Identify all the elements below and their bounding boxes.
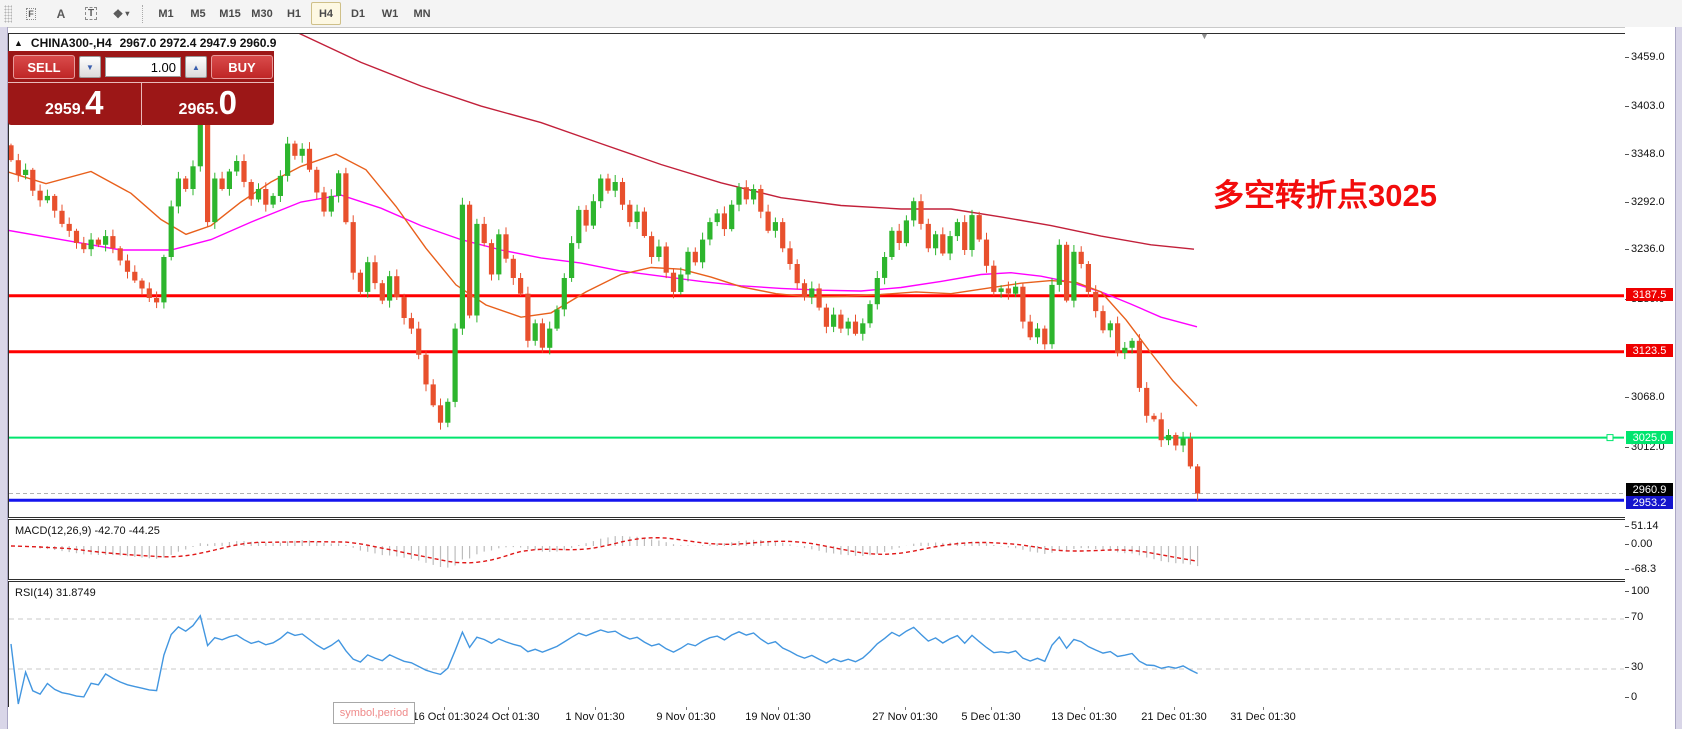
timeframe-w1-button[interactable]: W1: [381, 7, 399, 20]
toolbar-separator: [142, 4, 144, 23]
ohlc-readout: 2967.0 2972.4 2947.9 2960.9: [119, 36, 277, 50]
timeframe-m1-button[interactable]: M1: [158, 7, 174, 20]
time-tick-mark: [991, 707, 992, 710]
rsi-pane[interactable]: RSI(14) 31.8749: [8, 581, 1627, 709]
price-tick-3459.0: 3459.0: [1625, 51, 1665, 63]
toolbar-grip[interactable]: [4, 4, 12, 23]
left-window-edge: [0, 27, 8, 729]
time-tick-27-Nov-01-30: 27 Nov 01:30: [872, 711, 938, 723]
timeframe-h1-button[interactable]: H1: [286, 7, 302, 20]
macd-chart: [10, 536, 1199, 568]
sell-button[interactable]: SELL: [13, 55, 75, 79]
volume-increase-button[interactable]: ▲: [185, 56, 207, 78]
timeframe-mn-button[interactable]: MN: [413, 7, 431, 20]
price-badge-3123.5: 3123.5: [1626, 344, 1673, 357]
volume-input[interactable]: [105, 57, 181, 77]
rsi-tick-100: 100: [1625, 585, 1649, 597]
price-tick-3068.0: 3068.0: [1625, 391, 1665, 403]
time-tick-mark: [595, 707, 596, 710]
symbol-title: CHINA300-,H4: [30, 36, 112, 50]
timeframe-d1-button[interactable]: D1: [350, 7, 366, 20]
timeframe-group: M1 M5 M15 M30 H1 H4 D1 W1 MN: [150, 2, 438, 25]
volume-decrease-button[interactable]: ▼: [79, 56, 101, 78]
text-t-glyph: T: [84, 7, 98, 20]
time-tick-mark: [905, 707, 906, 710]
text-label-icon[interactable]: A: [48, 2, 74, 25]
time-tick-13-Dec-01-30: 13 Dec 01:30: [1051, 711, 1117, 723]
chart-shift-marker-icon[interactable]: ▼: [1200, 31, 1209, 41]
toolbar: F A T ❖ ▾ M1 M5 M15 M30 H1 H4 D1 W1 MN: [0, 0, 1682, 28]
time-tick-mark: [686, 707, 687, 710]
right-scrollbar-strip[interactable]: [1675, 27, 1682, 729]
price-tick-3236.0: 3236.0: [1625, 243, 1665, 255]
buy-button[interactable]: BUY: [211, 55, 273, 79]
text-a-glyph: A: [56, 6, 66, 21]
time-tick-31-Dec-01-30: 31 Dec 01:30: [1230, 711, 1296, 723]
timeframe-m15-button[interactable]: M15: [219, 7, 241, 20]
price-axis[interactable]: 3459.03403.03348.03292.03236.03180.03068…: [1625, 27, 1675, 729]
price-divider: [140, 83, 142, 126]
timeframe-m5-button[interactable]: M5: [190, 7, 206, 20]
price-tick-3403.0: 3403.0: [1625, 100, 1665, 112]
price-badge-2953.2: 2953.2: [1626, 496, 1673, 509]
chart-header: ▲ CHINA300-,H4 2967.0 2972.4 2947.9 2960…: [14, 36, 276, 50]
templates-glyph: F: [26, 7, 36, 20]
bid-price[interactable]: 2959. 4: [8, 83, 141, 126]
chart-annotation[interactable]: 多空转折点3025: [1213, 178, 1437, 213]
bid-price-big: 4: [85, 84, 104, 121]
time-tick-mark: [778, 707, 779, 710]
time-tick-mark: [508, 707, 509, 710]
chevron-down-icon: ▾: [125, 9, 130, 18]
price-badge-3025.0: 3025.0: [1626, 431, 1673, 444]
rsi-tick-70: 70: [1625, 611, 1643, 623]
price-tick-3348.0: 3348.0: [1625, 148, 1665, 160]
rsi-tick-30: 30: [1625, 661, 1643, 673]
cursor-glyph: ❖: [112, 6, 124, 21]
ask-price-big: 0: [218, 84, 237, 121]
macd-tick-51.14: 51.14: [1625, 520, 1659, 532]
cursor-mode-icon[interactable]: ❖ ▾: [108, 2, 134, 25]
main-chart-pane[interactable]: [8, 33, 1627, 518]
templates-icon[interactable]: F: [18, 2, 44, 25]
time-tick-9-Nov-01-30: 9 Nov 01:30: [656, 711, 716, 723]
rsi-chart: [9, 614, 1624, 705]
rsi-label: RSI(14) 31.8749: [15, 587, 96, 599]
price-tick-3012.0: 3012.0: [1625, 441, 1665, 453]
bid-ask-display: 2959. 4 2965. 0: [8, 82, 274, 126]
time-tick-mark: [1263, 707, 1264, 710]
time-tick-mark: [1084, 707, 1085, 710]
macd-label: MACD(12,26,9) -42.70 -44.25: [15, 525, 160, 537]
timeframe-h4-button[interactable]: H4: [311, 2, 341, 25]
time-tick-19-Nov-01-30: 19 Nov 01:30: [745, 711, 811, 723]
candlestick-chart[interactable]: [9, 34, 1624, 515]
macd-tick-0.00: 0.00: [1625, 538, 1652, 550]
timeframe-m30-button[interactable]: M30: [251, 7, 273, 20]
price-badge-3187.5: 3187.5: [1626, 288, 1673, 301]
one-click-trading-panel: SELL ▼ ▲ BUY 2959. 4 2965. 0: [8, 51, 274, 126]
text-box-icon[interactable]: T: [78, 2, 104, 25]
time-tick-21-Dec-01-30: 21 Dec 01:30: [1141, 711, 1207, 723]
time-tick-1-Nov-01-30: 1 Nov 01:30: [565, 711, 625, 723]
bid-price-small: 2959.: [45, 101, 86, 118]
axis-tooltip: symbol,period: [333, 702, 415, 724]
time-tick-5-Dec-01-30: 5 Dec 01:30: [961, 711, 1021, 723]
rsi-tick-0: 0: [1625, 691, 1637, 703]
ask-price[interactable]: 2965. 0: [142, 83, 275, 126]
macd-tick--68.3: -68.3: [1625, 563, 1656, 575]
macd-pane[interactable]: MACD(12,26,9) -42.70 -44.25: [8, 519, 1627, 580]
price-badge-2960.9: 2960.9: [1626, 483, 1673, 496]
time-tick-mark: [1174, 707, 1175, 710]
time-tick-mark: [444, 707, 445, 710]
ask-price-small: 2965.: [178, 101, 219, 118]
time-tick-16-Oct-01-30: 16 Oct 01:30: [412, 711, 476, 723]
time-axis[interactable]: 16 Oct 01:30 24 Oct 01:30 1 Nov 01:30 9 Nov…: [8, 707, 1625, 729]
time-tick-24-Oct-01-30: 24 Oct 01:30: [476, 711, 540, 723]
collapse-panel-icon[interactable]: ▲: [14, 38, 23, 48]
price-tick-3292.0: 3292.0: [1625, 196, 1665, 208]
one-click-controls: SELL ▼ ▲ BUY: [8, 55, 274, 79]
